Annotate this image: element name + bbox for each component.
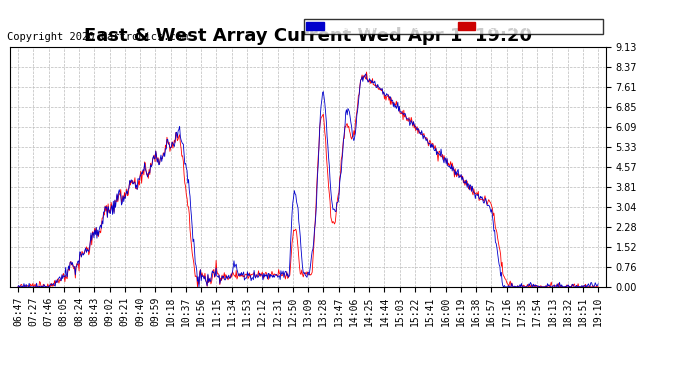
Title: East & West Array Current Wed Apr 1  19:20: East & West Array Current Wed Apr 1 19:2…: [84, 27, 532, 45]
Text: Copyright 2020 Cartronics.com: Copyright 2020 Cartronics.com: [7, 32, 188, 42]
Legend: East Array  (DC Amps), West Array (DC Amps): East Array (DC Amps), West Array (DC Amp…: [304, 19, 603, 34]
